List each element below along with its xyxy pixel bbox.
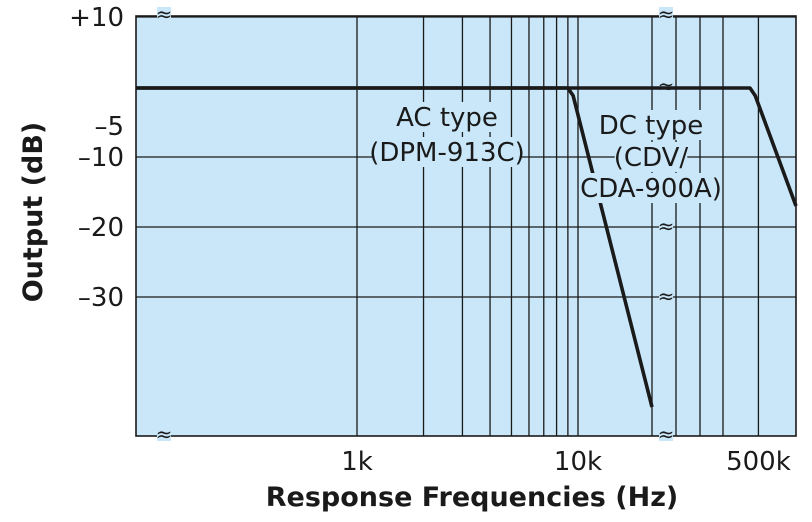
x-tick-label: 500k [726,447,791,477]
y-tick-label: –20 [78,213,124,243]
axis-breaks: ≈≈≈≈≈≈≈≈ [156,2,675,446]
x-axis-title: Response Frequencies (Hz) [266,482,679,513]
axis-break-gap [659,427,673,441]
axis-break-gap [157,427,171,441]
annotation-backdrop [614,142,688,172]
annotation-backdrop [600,110,702,140]
series-line-dc [136,86,798,207]
plot-area [136,16,796,436]
axis-break-mark: ≈ [658,2,675,26]
y-tick-label: –5 [94,112,124,142]
x-tick-label: 10k [554,447,602,477]
axis-break-mark: ≈ [658,214,675,238]
annotation-dc-line-0: DC type [599,111,704,141]
y-tick-label: –30 [78,283,124,313]
annotation-backdrop [374,137,520,167]
series-lines [136,86,798,408]
axis-break-mark: ≈ [658,74,675,98]
annotation-dc-line-2: CDA-900A) [580,174,722,204]
axis-break-mark: ≈ [156,422,173,446]
y-tick-label: –10 [78,143,124,173]
axis-break-gap [659,219,673,233]
x-tick-labels: 1k 10k 500k [341,447,791,477]
axis-break-mark: ≈ [658,422,675,446]
axis-break-gap [659,7,673,21]
annotation-ac-line-1: (DPM-913C) [369,138,525,168]
axis-break-gap [659,289,673,303]
axis-break-gap [157,7,171,21]
y-axis-title: Output (dB) [18,122,49,303]
x-tick-label: 1k [341,447,373,477]
annotation-ac-line-0: AC type [396,103,498,133]
annotation-dc-line-1: (CDV/ [614,143,689,173]
y-tick-labels: +10 –5–10 –20 –30 [69,3,124,313]
y-tick-label: +10 [69,3,124,33]
series-annotations: AC type (DPM-913C) DC type(CDV/CDA-900A) [369,102,722,204]
annotation-backdrop [396,102,498,132]
annotation-backdrop [585,173,717,203]
plot-frame [135,15,797,437]
axis-break-mark: ≈ [156,2,173,26]
axis-break-mark: ≈ [658,284,675,308]
